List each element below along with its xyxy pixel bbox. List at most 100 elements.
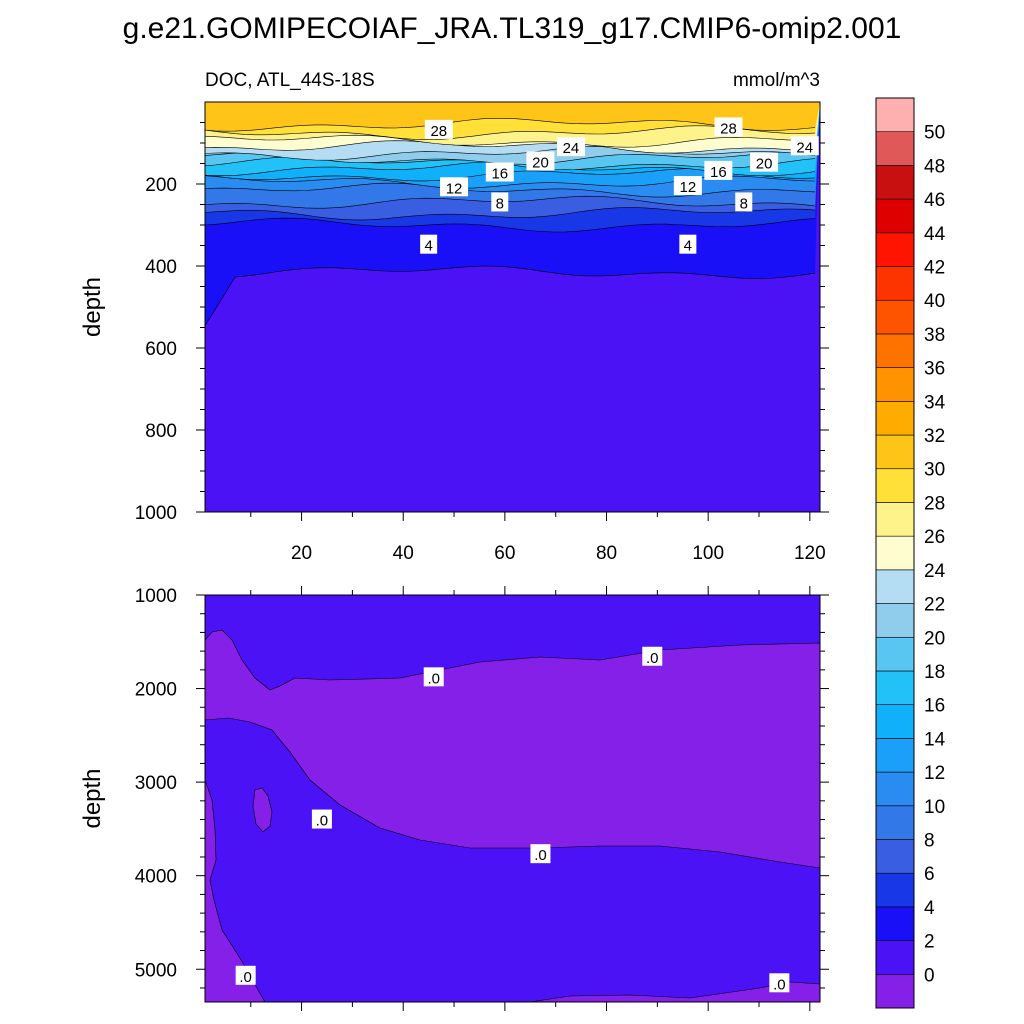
- contour-label-box: [735, 192, 753, 212]
- colorbar-label: 36: [924, 359, 945, 380]
- colorbar-label: 14: [924, 729, 946, 750]
- contour-label-box: [714, 117, 743, 137]
- x-tick-label: 20: [291, 543, 312, 564]
- colorbar-label: 20: [924, 628, 945, 649]
- contour-line: [205, 182, 816, 198]
- contour-label-box: [556, 137, 585, 157]
- colorbar: 0246810121416182022242628303234363840424…: [875, 97, 946, 1009]
- colorbar-label: 38: [924, 325, 945, 346]
- region-bottom-right: [529, 981, 820, 1002]
- colorbar-label: 12: [924, 763, 945, 784]
- contour-label: 16: [710, 164, 727, 181]
- contour-label: 8: [496, 195, 504, 212]
- region-upper-purple: [205, 629, 820, 869]
- panel-subtitle-right: mmol/m^3: [733, 70, 820, 91]
- contour-label-box: [491, 192, 509, 212]
- y-tick-label: 1000: [135, 503, 177, 524]
- contour-label-box: [424, 119, 453, 139]
- contour-label-box: [673, 176, 702, 196]
- contour-label: 28: [720, 120, 737, 137]
- colorbar-label: 10: [924, 797, 945, 818]
- colorbar-swatch: [875, 704, 915, 739]
- colorbar-swatch: [875, 299, 915, 335]
- colorbar-label: 2: [924, 932, 935, 953]
- y-tick-label: 4000: [135, 867, 177, 888]
- contour-line: [205, 118, 816, 132]
- colorbar-swatch: [875, 131, 915, 166]
- figure-title: g.e21.GOMIPECOIAF_JRA.TL319_g17.CMIP6-om…: [123, 12, 902, 45]
- colorbar-swatch: [875, 367, 915, 402]
- contour-label: 24: [796, 139, 813, 156]
- contour-line: [205, 207, 816, 221]
- contour-label: 28: [430, 123, 447, 140]
- colorbar-swatch: [875, 973, 915, 1009]
- contour-label: .0: [427, 670, 440, 687]
- colorbar-label: 6: [924, 864, 935, 885]
- colorbar-label: 28: [924, 493, 945, 514]
- contour-label: .0: [773, 976, 786, 993]
- colorbar-swatch: [875, 940, 915, 975]
- region-island: [252, 787, 273, 833]
- colorbar-label: 22: [924, 595, 945, 616]
- lower-y-label: depth: [79, 768, 106, 828]
- x-tick-label: 120: [794, 543, 826, 564]
- colorbar-swatch: [875, 502, 915, 537]
- contour-label-box: [704, 160, 733, 180]
- contour-label: .0: [239, 969, 252, 986]
- colorbar-label: 4: [924, 898, 935, 919]
- contour-line: [205, 145, 816, 161]
- colorbar-label: 34: [924, 392, 946, 413]
- contour-label: 8: [740, 195, 748, 212]
- contour-label-box: [485, 162, 514, 182]
- colorbar-label: 40: [924, 291, 945, 312]
- panel-subtitle-left: DOC, ATL_44S-18S: [205, 70, 375, 91]
- x-tick-label: 80: [596, 543, 617, 564]
- colorbar-label: 32: [924, 426, 945, 447]
- contour-label: 16: [491, 166, 508, 183]
- upper-panel: 200 400 600 800 1000 20 40 60 80 100 120 depth 28 28 2…: [79, 101, 829, 564]
- y-tick-label: 5000: [135, 960, 177, 981]
- colorbar-swatch: [875, 468, 915, 503]
- colorbar-label: 50: [924, 123, 945, 144]
- colorbar-swatch: [875, 97, 915, 133]
- colorbar-swatch: [875, 636, 915, 672]
- lower-frame: [204, 594, 821, 1003]
- colorbar-swatch: [875, 232, 915, 267]
- colorbar-swatch: [875, 434, 915, 470]
- y-tick-label: 400: [145, 257, 177, 278]
- contour-label: .0: [646, 650, 659, 667]
- contour-label: 4: [684, 238, 692, 255]
- colorbar-swatch: [875, 771, 915, 807]
- contour-line: [205, 125, 816, 141]
- contour-label: .0: [534, 847, 547, 864]
- colorbar-swatch: [875, 906, 915, 941]
- contour-label-box: [311, 809, 332, 829]
- contour-label-box: [235, 965, 256, 985]
- colorbar-swatch: [875, 805, 915, 840]
- x-tick-label: 100: [692, 543, 724, 564]
- y-tick-label: 2000: [135, 680, 177, 701]
- contour-line: [205, 195, 816, 209]
- contour-line: [205, 265, 816, 326]
- upper-y-label: depth: [79, 277, 106, 337]
- colorbar-swatch: [875, 165, 915, 200]
- contour-label: 12: [680, 179, 697, 196]
- contour-label-box: [420, 234, 438, 254]
- colorbar-swatch: [875, 333, 915, 368]
- y-tick-label: 3000: [135, 773, 177, 794]
- contour-line: [205, 134, 816, 148]
- colorbar-swatch: [875, 198, 915, 234]
- colorbar-swatch: [875, 839, 915, 874]
- x-tick-label: 60: [494, 543, 515, 564]
- x-tick-label: 40: [393, 543, 414, 564]
- contour-label-box: [530, 844, 551, 864]
- colorbar-swatch: [875, 569, 915, 604]
- y-tick-label: 1000: [135, 586, 177, 607]
- colorbar-swatch: [875, 670, 915, 705]
- colorbar-label: 8: [924, 830, 935, 851]
- colorbar-label: 0: [924, 965, 935, 986]
- y-tick-label: 200: [145, 175, 177, 196]
- contour-label: 20: [756, 156, 773, 173]
- contour-label-box: [423, 667, 444, 687]
